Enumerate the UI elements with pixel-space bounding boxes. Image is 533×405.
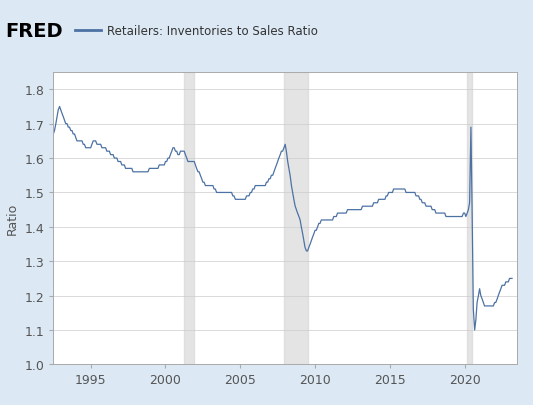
Text: Retailers: Inventories to Sales Ratio: Retailers: Inventories to Sales Ratio bbox=[107, 24, 318, 38]
Bar bbox=[184, 73, 194, 364]
Bar bbox=[467, 73, 472, 364]
Y-axis label: Ratio: Ratio bbox=[6, 202, 19, 235]
Bar bbox=[284, 73, 308, 364]
Text: FRED: FRED bbox=[5, 21, 63, 40]
